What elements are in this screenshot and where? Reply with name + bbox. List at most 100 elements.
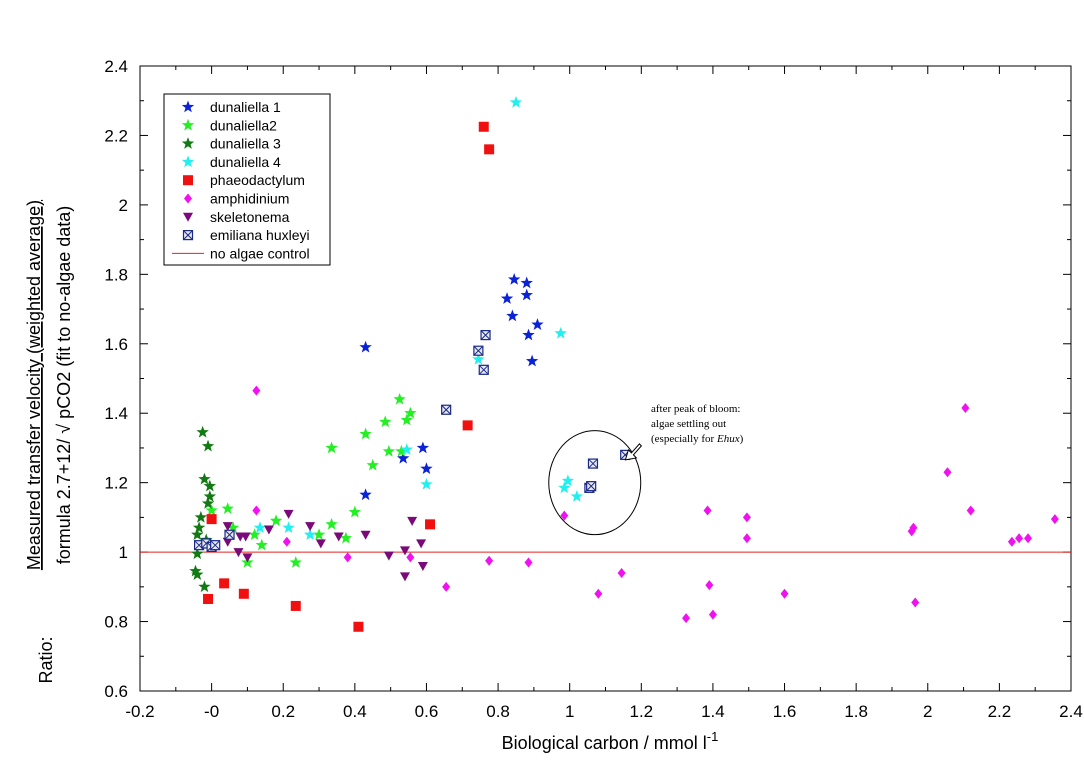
data-point-amphidinium [911,597,920,608]
legend-item-dunaliella-4: dunaliella 4 [181,154,281,170]
data-point-skeletonema [283,509,294,519]
data-point-phaeodactylum [238,588,249,599]
legend-label: dunaliella 3 [210,136,281,152]
data-point-dunaliella2 [379,415,392,428]
data-point-emiliana-huxleyi [473,345,484,356]
boxed-x-cross [210,540,220,550]
legend-marker-amphidinium [184,193,192,204]
boxed-x-cross [474,346,483,356]
data-point-amphidinium [1050,514,1059,525]
boxed-x-cross [481,330,490,340]
data-point-dunaliella-3 [196,425,209,438]
x-tick-label: -0.2 [125,702,154,721]
data-point-dunaliella-3 [201,439,215,452]
data-point-phaeodactylum [206,514,217,525]
x-tick-label: 0.8 [486,702,510,721]
data-point-dunaliella-1 [525,354,539,367]
data-point-skeletonema [315,539,326,549]
data-point-amphidinium [909,522,918,533]
boxed-x-cross [586,481,596,491]
series-skeletonema [222,509,428,582]
y-tick-label: 0.6 [104,682,128,701]
data-point-dunaliella-4 [558,481,571,494]
x-tick-label: 1.4 [701,702,725,721]
boxed-x-cross [183,230,193,240]
data-point-phaeodactylum [203,593,214,604]
legend-item-skeletonema: skeletonema [183,209,290,225]
data-point-amphidinium [524,557,533,568]
x-tick-label: 1.8 [844,702,868,721]
y-tick-label: 1.4 [104,404,128,423]
legend-marker-phaeodactylum [183,175,193,186]
legend-item-no-algae-control: no algae control [172,245,310,261]
data-point-phaeodactylum [462,420,473,431]
legend-marker-dunaliella-4 [181,155,195,168]
y-axis-prefix: Ratio: [36,636,56,683]
data-point-skeletonema [383,551,394,561]
data-point-dunaliella2 [359,427,372,440]
x-tick-label: 2 [923,702,932,721]
x-tick-label: 2.4 [1059,702,1083,721]
data-point-amphidinium [1024,533,1033,544]
data-point-dunaliella-4 [472,352,485,365]
data-point-skeletonema [333,532,344,542]
data-point-amphidinium [560,510,569,521]
annotation-ehux-italic: Ehux [716,433,740,445]
data-point-dunaliella-3 [189,564,202,577]
legend-marker-dunaliella-1 [181,100,195,113]
x-axis-title-superscript: -1 [707,729,719,744]
data-point-dunaliella2 [226,521,240,534]
data-point-skeletonema [235,532,246,542]
data-point-skeletonema [417,562,428,571]
data-point-amphidinium [780,588,789,599]
legend-label: phaeodactylum [210,172,305,188]
data-point-emiliana-huxleyi [441,404,452,415]
data-point-skeletonema [399,546,410,556]
legend: dunaliella 1 dunaliella2 dunaliella 3 dunal… [163,93,331,266]
data-point-dunaliella-1 [520,276,533,289]
x-tick-label: 0.4 [343,702,367,721]
data-point-emiliana-huxleyi [586,481,597,492]
data-point-amphidinium [705,580,714,591]
data-point-dunaliella-3 [203,490,217,502]
data-point-phaeodactylum [290,600,301,611]
annotation-arrow [624,443,643,461]
data-point-dunaliella-4 [253,521,267,534]
data-point-dunaliella-3 [203,479,217,492]
data-point-amphidinium [708,609,717,620]
data-point-dunaliella2 [382,444,396,457]
annotation-circle [548,430,642,536]
data-point-skeletonema [263,525,274,535]
data-point-dunaliella-4 [561,474,575,487]
legend-marker-skeletonema [183,212,193,222]
legend-item-phaeodactylum: phaeodactylum [183,172,305,188]
y-axis-title-line1: Measured transfer velocity (weighted ave… [24,200,44,570]
x-tick-label: 1.6 [773,702,797,721]
data-point-amphidinium [617,567,626,578]
annotation-line-3: (especially for Ehux) [651,433,744,445]
data-point-dunaliella2 [393,392,406,405]
y-tick-label: 2.4 [104,57,128,76]
data-point-dunaliella2 [348,505,362,518]
data-point-amphidinium [485,555,494,566]
x-axis-title-text: Biological carbon / mmol l [502,733,707,753]
legend-items: dunaliella 1 dunaliella2 dunaliella 3 dunal… [172,99,310,261]
x-tick-label: 1 [565,702,574,721]
legend-label: emiliana huxleyi [210,227,310,243]
data-point-skeletonema [360,530,371,540]
annotation: after peak of bloom: algae settling out … [548,403,744,536]
legend-marker-dunaliella2 [181,118,195,131]
data-point-emiliana-huxleyi [478,364,489,375]
data-point-dunaliella-1 [500,292,514,304]
legend-marker-dunaliella-3 [181,137,195,149]
y-tick-label: 1 [119,543,128,562]
data-point-amphidinium [961,403,970,414]
data-point-dunaliella-3 [194,510,208,523]
data-point-dunaliella2 [325,517,338,530]
data-point-dunaliella-4 [303,528,317,541]
x-tick-label: 0.6 [415,702,439,721]
data-point-emiliana-huxleyi [587,458,599,469]
y-tick-label: 2 [119,196,128,215]
data-point-dunaliella2 [248,528,261,541]
